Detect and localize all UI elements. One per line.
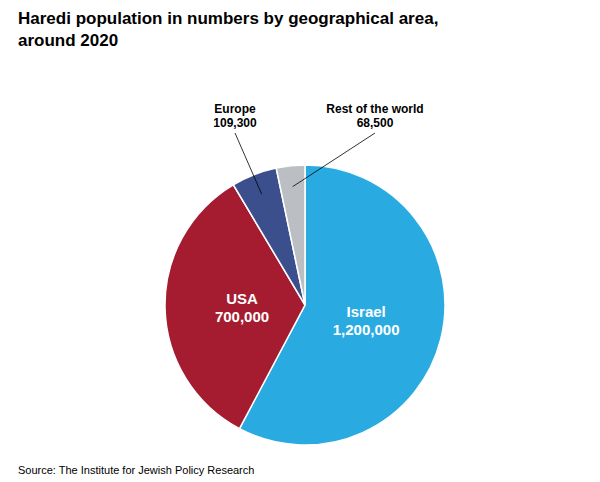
html-text:around 2020: around 2020 bbox=[18, 31, 119, 50]
svg-text:USA700,000: USA700,000 bbox=[215, 290, 269, 325]
html-text:Source: The Institute for Jewi: Source: The Institute for Jewish Policy … bbox=[18, 464, 255, 476]
svg-text:Israel1,200,000: Israel1,200,000 bbox=[333, 303, 400, 338]
svg-text:Rest of the world68,500: Rest of the world68,500 bbox=[326, 102, 423, 130]
html-text:Haredi population in numbers b: Haredi population in numbers by geograph… bbox=[18, 9, 439, 28]
svg-text:Europe109,300: Europe109,300 bbox=[213, 102, 257, 130]
